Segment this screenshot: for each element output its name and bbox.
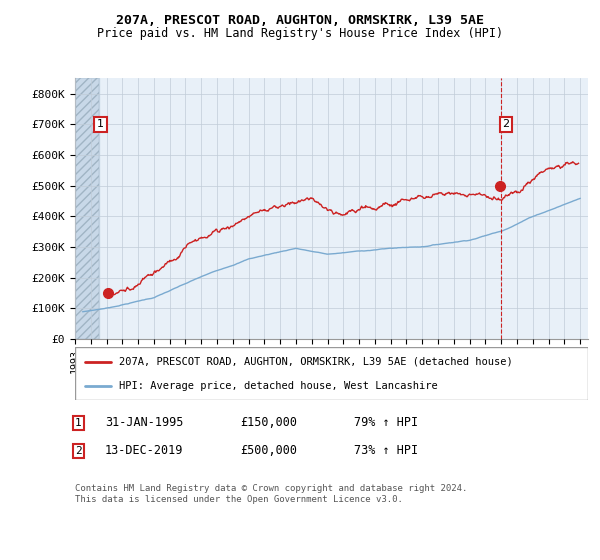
- Text: 2: 2: [75, 446, 82, 456]
- Text: 2: 2: [502, 119, 509, 129]
- Text: 1: 1: [75, 418, 82, 428]
- Text: Price paid vs. HM Land Registry's House Price Index (HPI): Price paid vs. HM Land Registry's House …: [97, 27, 503, 40]
- Text: £500,000: £500,000: [240, 444, 297, 458]
- Text: Contains HM Land Registry data © Crown copyright and database right 2024.
This d: Contains HM Land Registry data © Crown c…: [75, 484, 467, 504]
- Text: 73% ↑ HPI: 73% ↑ HPI: [354, 444, 418, 458]
- Text: 13-DEC-2019: 13-DEC-2019: [105, 444, 184, 458]
- Text: 31-JAN-1995: 31-JAN-1995: [105, 416, 184, 430]
- Text: 1: 1: [97, 119, 104, 129]
- Text: 207A, PRESCOT ROAD, AUGHTON, ORMSKIRK, L39 5AE (detached house): 207A, PRESCOT ROAD, AUGHTON, ORMSKIRK, L…: [119, 357, 512, 367]
- Text: 79% ↑ HPI: 79% ↑ HPI: [354, 416, 418, 430]
- Bar: [75, 78, 98, 339]
- Text: HPI: Average price, detached house, West Lancashire: HPI: Average price, detached house, West…: [119, 381, 437, 391]
- Text: £150,000: £150,000: [240, 416, 297, 430]
- Text: 207A, PRESCOT ROAD, AUGHTON, ORMSKIRK, L39 5AE: 207A, PRESCOT ROAD, AUGHTON, ORMSKIRK, L…: [116, 14, 484, 27]
